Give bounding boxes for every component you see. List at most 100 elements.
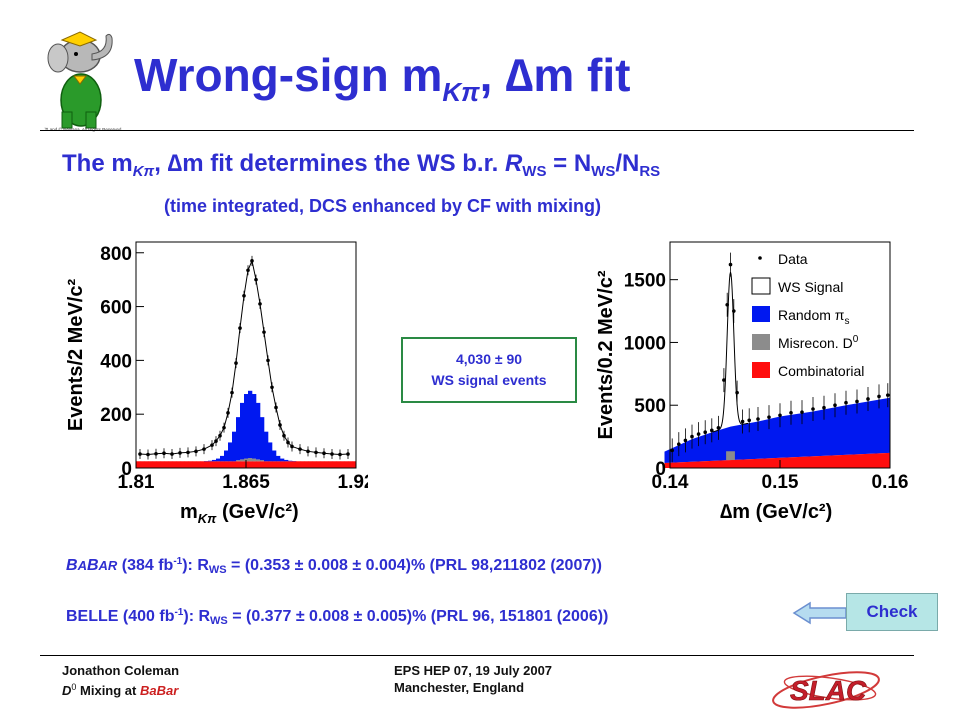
random-pi-bin bbox=[272, 450, 277, 462]
data-point bbox=[740, 419, 745, 424]
y-tick-label: 800 bbox=[100, 244, 132, 265]
random-pi-bin bbox=[212, 459, 217, 462]
combinatorial-bin bbox=[272, 461, 277, 468]
slide-title: Wrong-sign mKπ, ∆m fit bbox=[134, 49, 631, 107]
combinatorial-bin bbox=[304, 461, 309, 468]
combinatorial-bin bbox=[328, 461, 333, 468]
babar-result: BABAR (384 fb-1): RWS = (0.353 ± 0.008 ±… bbox=[66, 556, 602, 576]
random-pi-bin bbox=[228, 442, 233, 462]
data-point bbox=[306, 449, 310, 454]
x-tick-label: 1.81 bbox=[118, 472, 155, 493]
combinatorial-bin bbox=[248, 461, 253, 468]
data-point bbox=[274, 405, 278, 410]
combinatorial-bin bbox=[308, 461, 313, 468]
check-button[interactable]: Check bbox=[846, 593, 938, 631]
legend-swatch bbox=[752, 306, 770, 322]
data-point bbox=[811, 407, 815, 411]
random-pi-bin bbox=[232, 431, 237, 462]
x-tick-label: 0.15 bbox=[762, 472, 799, 493]
data-point bbox=[170, 452, 174, 456]
data-point bbox=[278, 423, 282, 427]
random-pi-bin bbox=[252, 394, 257, 459]
data-point bbox=[210, 443, 214, 447]
data-point bbox=[214, 439, 218, 443]
data-point bbox=[314, 450, 318, 455]
data-point bbox=[833, 403, 837, 408]
data-point bbox=[683, 438, 688, 443]
data-point bbox=[844, 400, 848, 405]
combinatorial-bin bbox=[168, 461, 173, 468]
combinatorial-bin bbox=[300, 461, 305, 468]
data-point bbox=[703, 430, 707, 435]
x-tick-label: 0.14 bbox=[652, 472, 689, 493]
random-pi-bin bbox=[224, 450, 229, 462]
data-point bbox=[202, 447, 206, 451]
random-pi-bin bbox=[240, 402, 245, 460]
footer-rule bbox=[40, 655, 914, 656]
combinatorial-bin bbox=[280, 461, 285, 468]
random-pi-bin bbox=[236, 417, 241, 461]
data-point bbox=[226, 411, 230, 415]
x-tick-label: 0.16 bbox=[872, 472, 909, 493]
legend-swatch bbox=[752, 362, 770, 378]
combinatorial-bin bbox=[296, 461, 301, 468]
random-pi-bin bbox=[288, 460, 293, 462]
legend-swatch bbox=[752, 334, 770, 350]
data-point bbox=[286, 440, 290, 445]
left-arrow-icon bbox=[792, 601, 847, 625]
combinatorial-bin bbox=[220, 461, 225, 468]
data-point bbox=[246, 268, 250, 273]
data-point bbox=[154, 451, 158, 456]
combinatorial-bin bbox=[324, 461, 329, 468]
mkpi-histogram: 0 200 400 600 800 1.81 1.865 1.92 mKπ (GeV/c²) Ev… bbox=[65, 241, 368, 526]
footer-conference: EPS HEP 07, 19 July 2007 bbox=[394, 663, 553, 678]
x-axis-label: mKπ (GeV/c²) bbox=[180, 501, 299, 526]
combinatorial-bin bbox=[224, 461, 229, 468]
data-point bbox=[222, 425, 226, 430]
data-point bbox=[234, 361, 238, 365]
combinatorial-bin bbox=[288, 461, 293, 468]
data-point bbox=[670, 448, 674, 453]
combinatorial-bin bbox=[312, 461, 317, 468]
data-point bbox=[747, 418, 751, 423]
random-pi-bin bbox=[284, 459, 289, 462]
random-pi-bin bbox=[268, 442, 273, 462]
combinatorial-bin bbox=[200, 461, 205, 468]
misrecon-bin bbox=[260, 460, 265, 462]
subtitle: The mKπ, ∆m fit determines the WS b.r. R… bbox=[62, 150, 661, 180]
misrecon-bin bbox=[240, 459, 245, 462]
combinatorial-bin bbox=[188, 461, 193, 468]
data-point bbox=[162, 451, 166, 456]
data-point bbox=[194, 449, 198, 454]
random-pi-bin bbox=[248, 390, 253, 459]
y-tick-label: 0 bbox=[121, 459, 132, 480]
data-point bbox=[789, 410, 793, 415]
legend-swatch bbox=[751, 277, 771, 295]
data-point bbox=[262, 330, 266, 334]
data-point bbox=[178, 451, 182, 455]
legend-label: WS Signal bbox=[778, 279, 843, 295]
combinatorial-bin bbox=[344, 461, 349, 468]
data-point bbox=[322, 451, 326, 456]
data-point bbox=[778, 413, 782, 418]
combinatorial-bin bbox=[228, 461, 233, 468]
footer-author: Jonathon Coleman bbox=[62, 663, 180, 678]
babar-elephant-logo: ™ and © Nelvana. All Rights Reserved bbox=[44, 31, 122, 132]
data-point bbox=[722, 378, 726, 382]
data-point bbox=[696, 432, 701, 436]
data-point bbox=[290, 444, 294, 449]
random-pi-bin bbox=[276, 455, 281, 462]
legend-label: Random πs bbox=[778, 307, 849, 327]
data-point bbox=[728, 262, 733, 267]
misrecon-bin bbox=[248, 458, 253, 462]
data-point bbox=[218, 433, 222, 438]
data-point bbox=[250, 259, 254, 263]
slac-logo: SLAC bbox=[772, 671, 880, 709]
y-tick-label: 200 bbox=[100, 405, 132, 426]
combinatorial-bin bbox=[160, 461, 165, 468]
combinatorial-bin bbox=[268, 461, 273, 468]
combinatorial-bin bbox=[348, 461, 353, 468]
data-point bbox=[338, 452, 342, 457]
combinatorial-bin bbox=[196, 461, 201, 468]
combinatorial-bin bbox=[216, 461, 221, 468]
